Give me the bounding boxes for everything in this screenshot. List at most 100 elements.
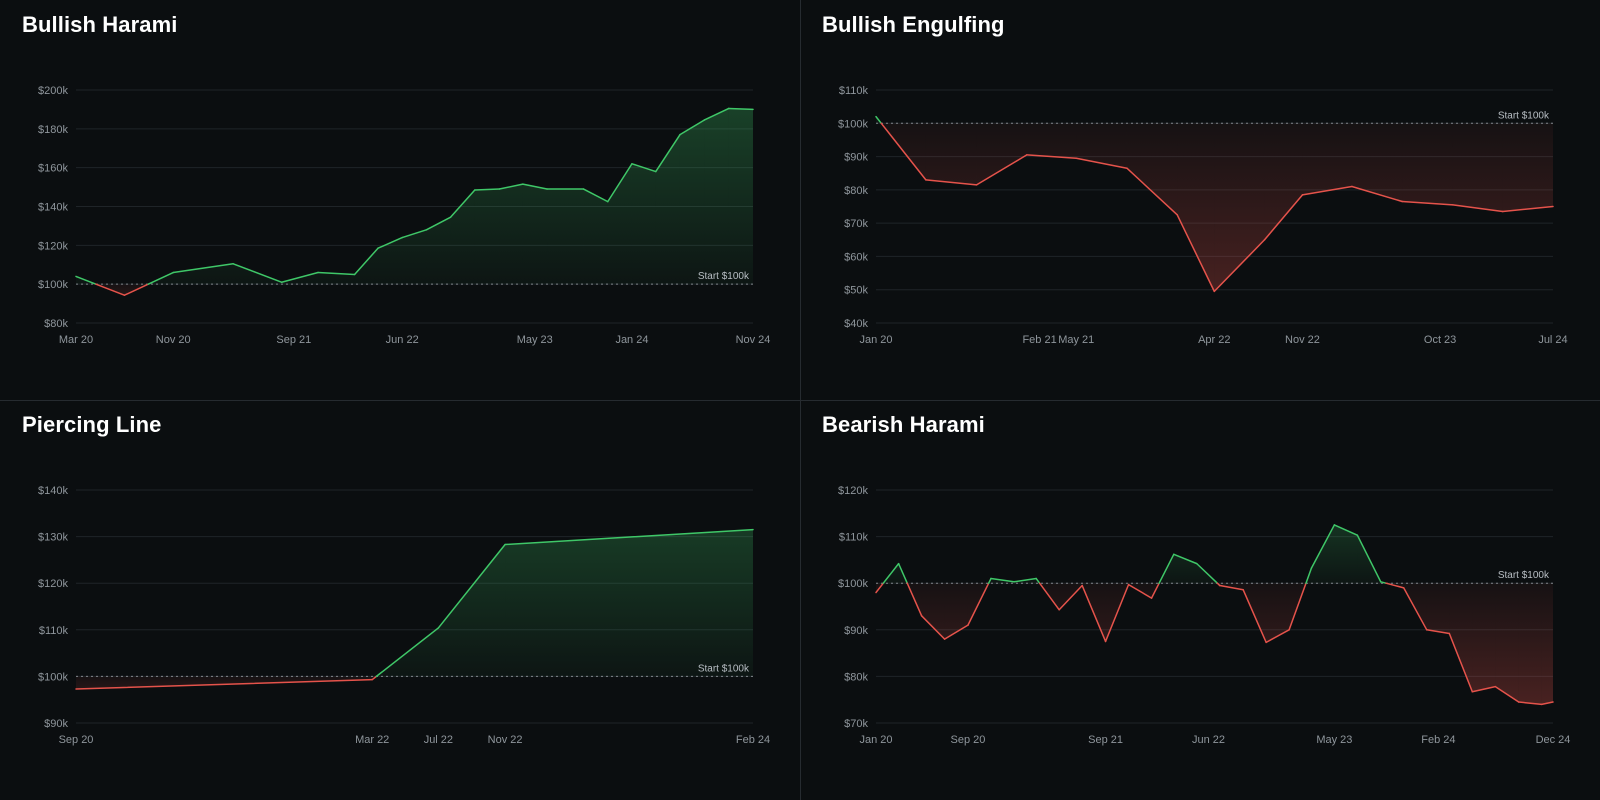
series-line-segment — [920, 615, 946, 640]
area-fill — [1151, 583, 1160, 599]
series-line-segment — [95, 283, 126, 296]
series-line-segment — [925, 179, 978, 186]
series-line-segment — [655, 133, 681, 173]
x-tick-label: Feb 24 — [736, 734, 770, 746]
series-line-segment — [1517, 701, 1543, 706]
series-line-segment — [1265, 629, 1290, 644]
series-line-segment — [897, 562, 908, 584]
series-line-segment — [882, 562, 900, 584]
series-line-segment — [607, 163, 633, 203]
chart-svg: $90k $100k $110k $120k $130k $140k Sep 20 Mar 2… — [38, 485, 770, 746]
series-line-segment — [1038, 582, 1060, 611]
area-fill — [1472, 583, 1496, 692]
chart-panel-piercing-line: $90k $100k $110k $120k $130k $140k Sep 20 Mar 2… — [0, 400, 800, 800]
x-tick-label: Jan 20 — [859, 734, 892, 746]
series-line-segment — [1501, 205, 1554, 213]
area-fill — [1449, 583, 1473, 692]
chart-svg: $80k $100k $120k $140k $160k $180k $200k Mar 20… — [38, 85, 770, 346]
series-line-segment — [1356, 534, 1382, 583]
x-tick-label: Sep 20 — [59, 734, 94, 746]
x-tick-label: Jun 22 — [386, 334, 419, 346]
chart-title: Piercing Line — [22, 412, 162, 437]
series-line-segment — [1158, 553, 1175, 584]
series-line-segment — [1126, 167, 1178, 216]
area-fill — [1495, 583, 1519, 703]
series-line-segment — [504, 528, 754, 546]
area-fill — [1289, 583, 1306, 630]
series-line-segment — [1058, 584, 1083, 611]
area-fill — [1266, 583, 1290, 643]
series-line-segment — [906, 582, 923, 617]
area-fill — [76, 676, 373, 689]
area-fill — [547, 189, 584, 285]
area-fill — [1518, 583, 1542, 705]
area-fill — [631, 163, 656, 285]
x-tick-label: May 23 — [1316, 734, 1352, 746]
y-tick-label: $70k — [844, 718, 868, 730]
series-line-segment — [975, 154, 1028, 186]
series-line-segment — [631, 163, 657, 173]
series-line-segment — [317, 271, 356, 276]
x-tick-label: Sep 21 — [1088, 734, 1123, 746]
y-tick-label: $50k — [844, 285, 868, 297]
series-line-segment — [728, 107, 754, 111]
series-line-segment — [1104, 583, 1130, 643]
area-fill — [372, 676, 377, 680]
y-tick-label: $110k — [839, 532, 869, 544]
series-line-segment — [1301, 185, 1353, 196]
panel-divider-horizontal — [0, 400, 1600, 401]
series-line-segment — [1219, 584, 1244, 591]
area-fill — [907, 583, 922, 616]
area-fill — [450, 189, 475, 285]
series-line-segment — [880, 122, 927, 181]
area-fill — [1311, 524, 1335, 584]
x-tick-label: May 21 — [1058, 334, 1094, 346]
area-fill — [655, 134, 680, 285]
area-fill — [881, 123, 926, 180]
series-line-segment — [875, 582, 885, 594]
y-tick-label: $140k — [38, 485, 68, 497]
series-line-segment — [582, 188, 609, 203]
area-fill — [944, 583, 968, 640]
area-fill — [1334, 524, 1358, 584]
area-fill — [1351, 123, 1403, 202]
series-line-segment — [280, 271, 319, 283]
series-line-segment — [232, 263, 283, 283]
y-tick-label: $100k — [38, 279, 68, 291]
series-line-segment — [875, 115, 882, 125]
x-tick-label: Oct 23 — [1424, 334, 1456, 346]
series-line-segment — [1173, 553, 1198, 565]
area-fill — [522, 184, 548, 285]
area-fill — [1126, 123, 1178, 215]
series-line-segment — [401, 229, 428, 239]
series-line-segment — [967, 582, 990, 626]
series-line-segment — [75, 275, 97, 285]
series-line-segment — [1213, 239, 1266, 293]
series-line-segment — [474, 188, 501, 191]
series-line-segment — [1026, 154, 1078, 159]
series-line-segment — [437, 543, 506, 629]
series-line-segment — [1351, 185, 1403, 203]
series-line-segment — [1385, 582, 1405, 589]
y-tick-label: $110k — [839, 85, 869, 97]
series-line-segment — [1263, 194, 1304, 241]
area-fill — [1302, 123, 1352, 195]
y-tick-label: $130k — [38, 532, 68, 544]
area-fill — [474, 189, 500, 285]
series-line-segment — [987, 577, 992, 584]
area-fill — [318, 272, 355, 285]
series-line-segment — [679, 119, 705, 136]
x-tick-label: Sep 20 — [951, 734, 986, 746]
area-fill — [426, 217, 451, 285]
series-line-segment — [1452, 204, 1504, 213]
area-fill — [1214, 123, 1265, 292]
y-tick-label: $110k — [39, 625, 69, 637]
start-baseline-label: Start $100k — [698, 271, 750, 282]
series-line-segment — [1425, 629, 1451, 635]
x-tick-label: Feb 21 — [1022, 334, 1056, 346]
y-tick-label: $140k — [38, 202, 68, 214]
y-tick-label: $100k — [38, 671, 68, 683]
y-tick-label: $100k — [838, 578, 868, 590]
series-line-segment — [147, 271, 174, 285]
series-line-segment — [1013, 577, 1037, 583]
